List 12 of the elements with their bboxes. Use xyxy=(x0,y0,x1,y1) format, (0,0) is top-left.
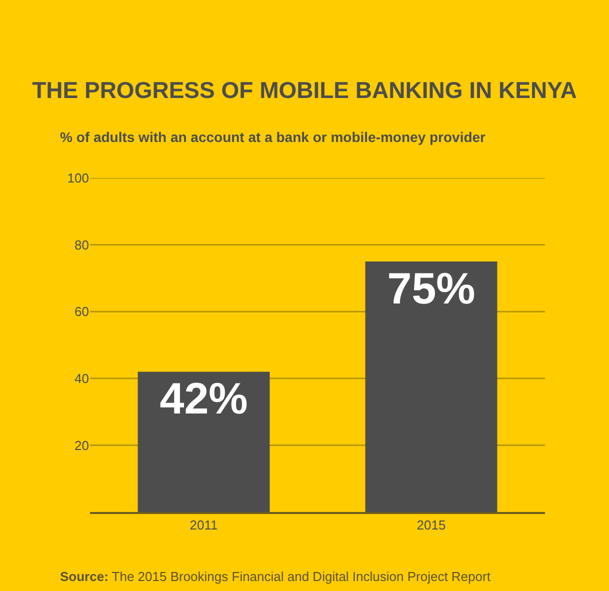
chart-title: THE PROGRESS OF MOBILE BANKING IN KENYA xyxy=(32,77,577,104)
y-tick-label: 20 xyxy=(74,438,89,453)
y-tick-label: 60 xyxy=(74,304,89,320)
y-tick-label: 40 xyxy=(74,370,89,386)
chart-subtitle: % of adults with an account at a bank or mobile-money provider xyxy=(60,129,486,145)
source-note: Source: The 2015 Brookings Financial and Digital Inclusion Project Report xyxy=(60,569,491,584)
x-tick-label: 2011 xyxy=(190,518,218,533)
data-label: 42% xyxy=(160,374,248,424)
x-tick-label: 2015 xyxy=(416,518,446,533)
data-label: 75% xyxy=(387,264,476,314)
y-tick-label: 100 xyxy=(67,170,89,186)
y-tick-label: 80 xyxy=(74,237,89,252)
